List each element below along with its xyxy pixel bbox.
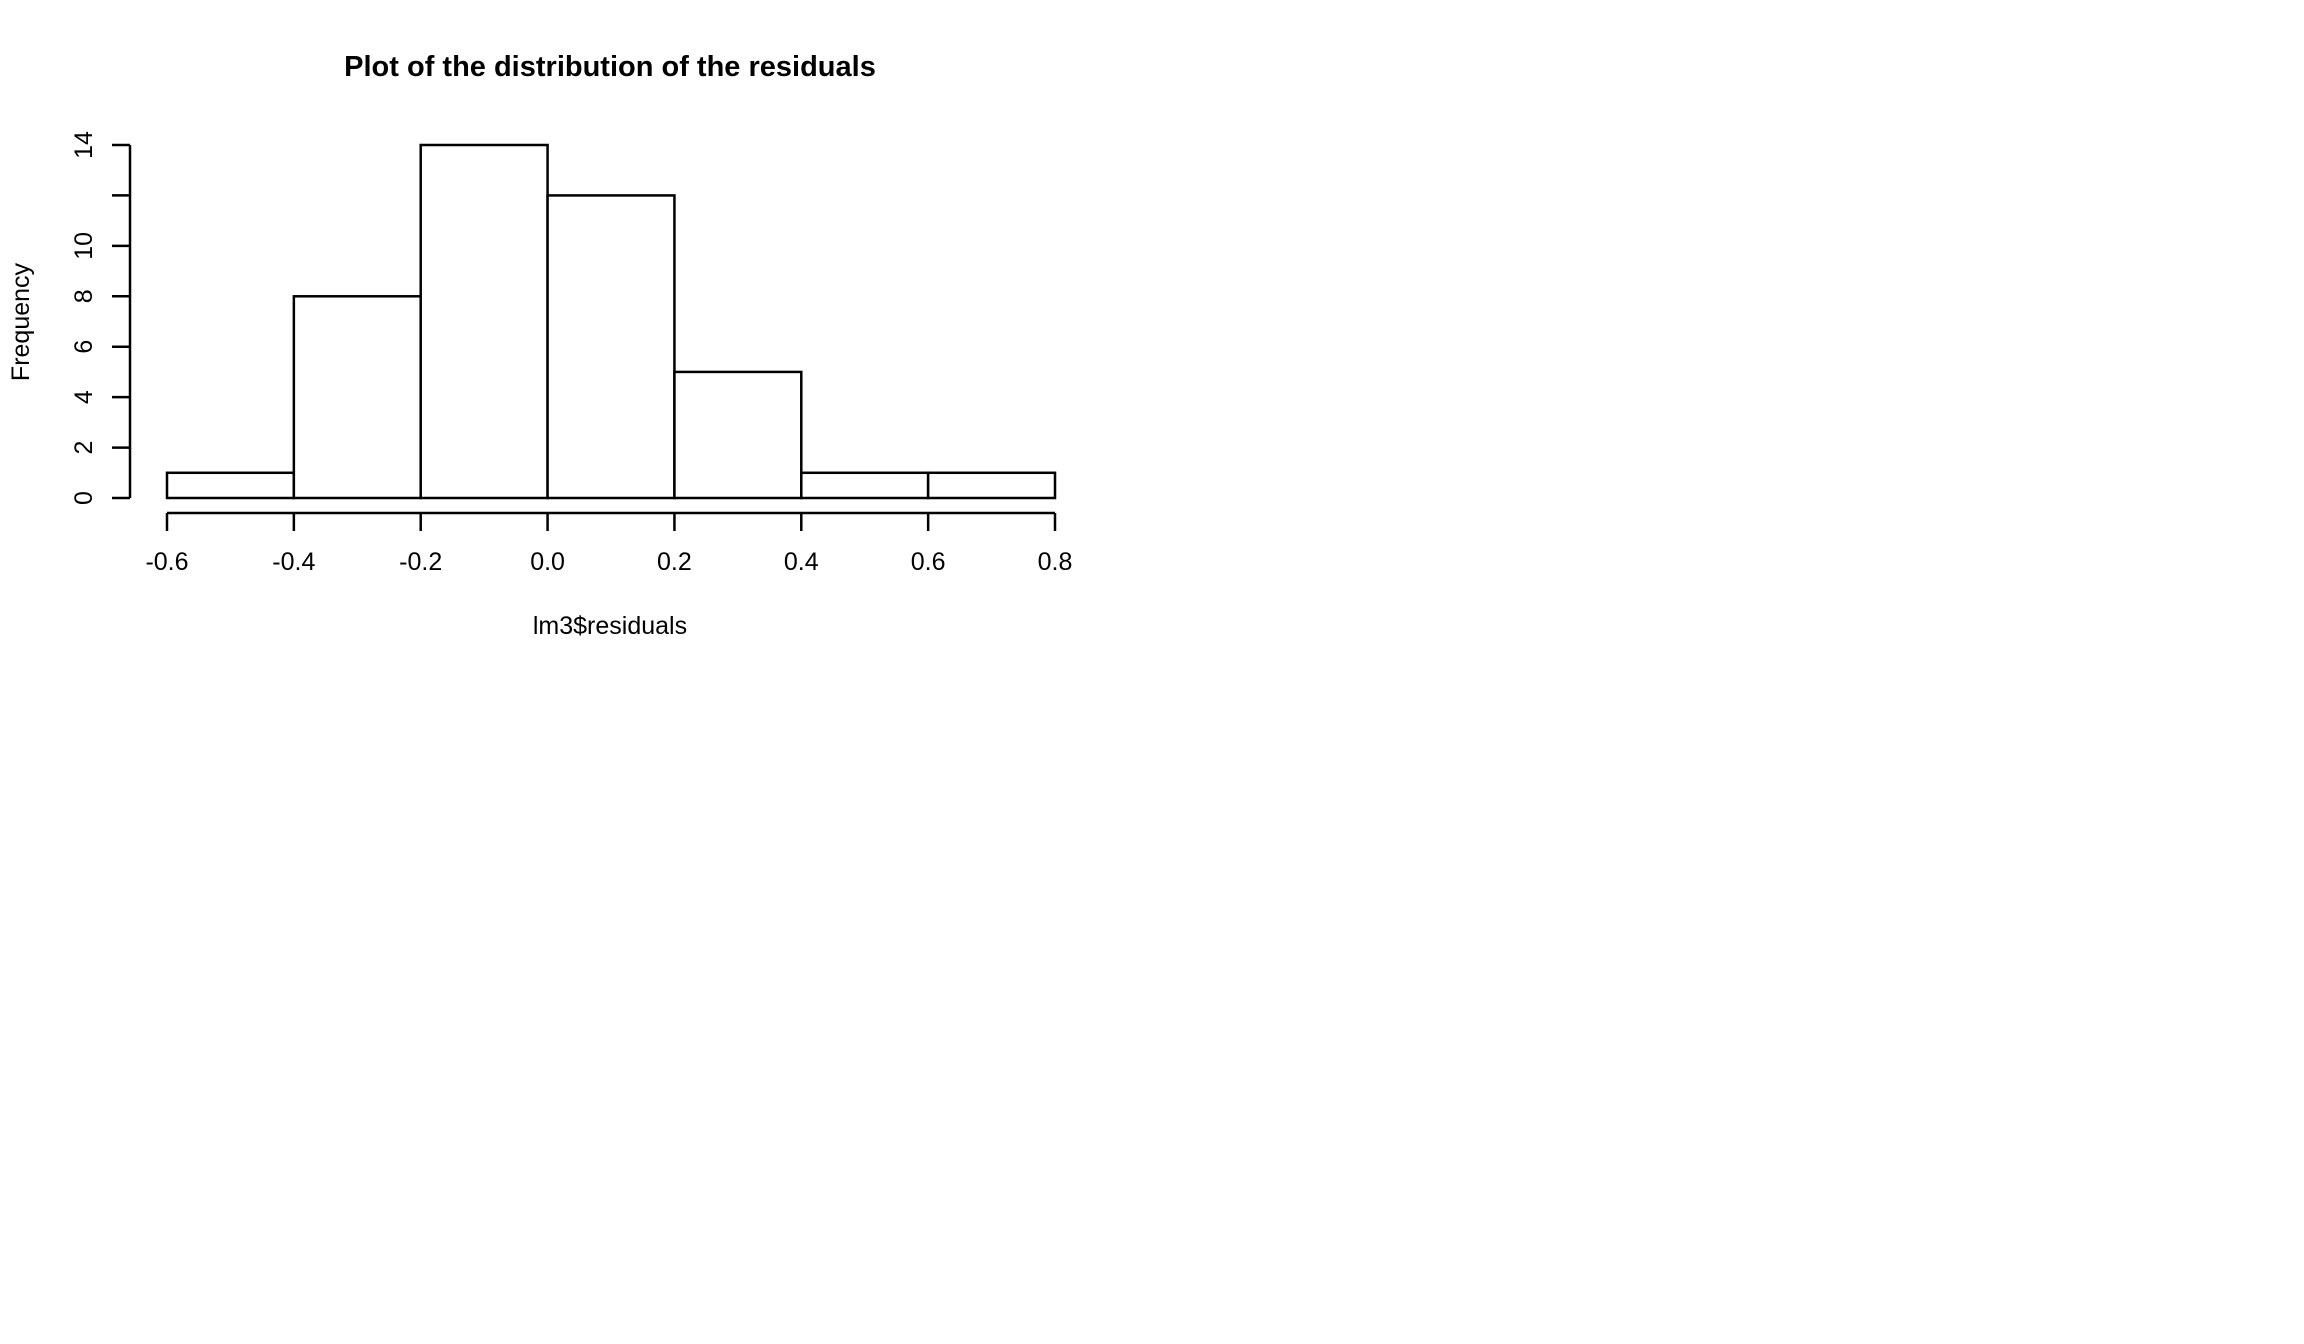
histogram-bar-0 [165, 471, 296, 500]
y-tick-label: 4 [70, 390, 98, 404]
histogram-bar-2 [419, 143, 549, 500]
x-axis-label: lm3$residuals [533, 612, 687, 640]
x-tick-label: 0.6 [911, 548, 946, 576]
x-tick-label: 0.0 [530, 548, 565, 576]
histogram-bar-4 [673, 370, 803, 500]
x-tick-label: 0.2 [657, 548, 692, 576]
x-tick-label: -0.2 [399, 548, 442, 576]
x-tick-label: 0.4 [784, 548, 819, 576]
y-axis: 0 2 4 6 8 10 14 [70, 131, 132, 505]
x-tick-label: -0.6 [145, 548, 188, 576]
histogram-bar-5 [800, 471, 930, 500]
y-tick-label: 8 [70, 289, 98, 303]
y-tick-label: 6 [70, 340, 98, 354]
histogram-bar-1 [292, 295, 422, 500]
x-axis: -0.6 -0.4 -0.2 0.0 0.2 0.4 0.6 0.8 [145, 511, 1073, 576]
chart-title: Plot of the distribution of the residual… [344, 51, 876, 83]
histogram-bar-6 [926, 471, 1057, 500]
histogram-bars [165, 143, 1057, 500]
y-tick-label: 10 [70, 232, 98, 260]
y-tick-label: 2 [70, 441, 98, 455]
y-axis-label: Frequency [7, 262, 35, 381]
histogram-bar-3 [546, 194, 676, 500]
x-tick-label: 0.8 [1038, 548, 1073, 576]
y-tick-label: 0 [70, 491, 98, 505]
y-tick-label: 14 [70, 131, 98, 159]
x-tick-label: -0.4 [272, 548, 315, 576]
